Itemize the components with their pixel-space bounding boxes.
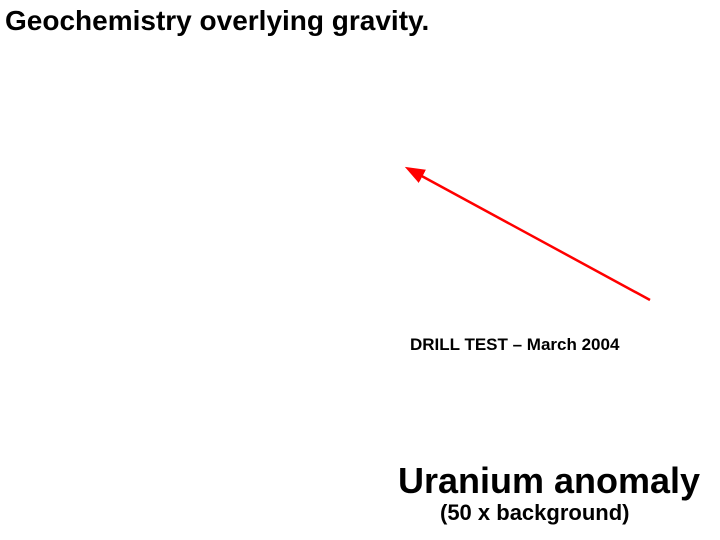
anomaly-subtitle: (50 x background): [440, 500, 629, 526]
arrow-svg: [400, 160, 660, 310]
anomaly-title: Uranium anomaly: [398, 460, 700, 502]
page-title: Geochemistry overlying gravity.: [5, 5, 429, 37]
arrow-annotation: [400, 160, 660, 310]
drill-test-label: DRILL TEST – March 2004: [410, 335, 619, 355]
